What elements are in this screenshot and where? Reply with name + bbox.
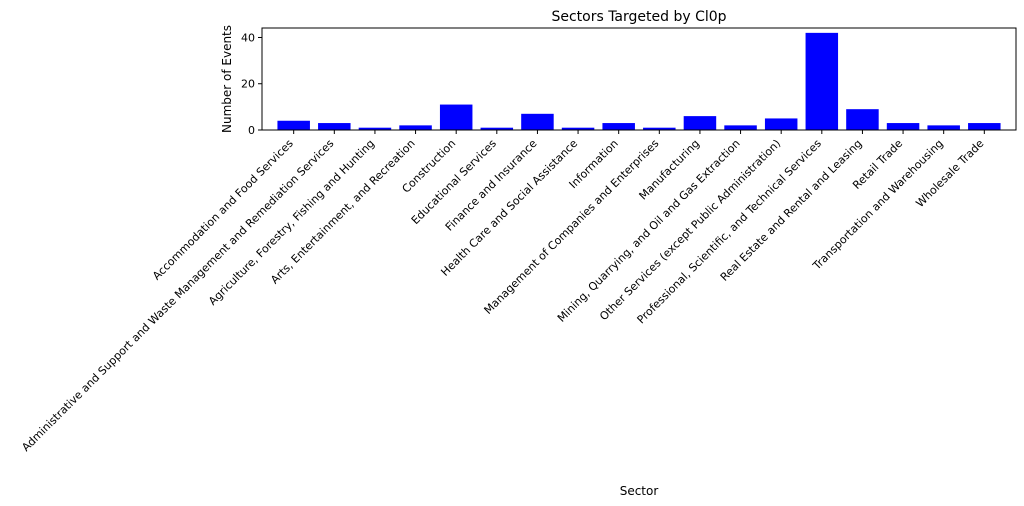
bar bbox=[561, 127, 595, 130]
chart-title: Sectors Targeted by Cl0p bbox=[551, 9, 726, 25]
bar bbox=[764, 118, 798, 130]
x-tick-label: Accommodation and Food Services bbox=[150, 137, 296, 283]
x-axis: Accommodation and Food ServicesAdministr… bbox=[19, 130, 987, 454]
bar bbox=[927, 125, 960, 130]
bar bbox=[886, 123, 920, 130]
bar bbox=[643, 127, 676, 130]
bar bbox=[480, 127, 514, 130]
bar bbox=[683, 116, 717, 130]
bar bbox=[846, 109, 879, 130]
bar bbox=[439, 104, 473, 130]
x-tick-label: Agriculture, Forestry, Fishing and Hunti… bbox=[206, 137, 377, 308]
x-tick-label: Wholesale Trade bbox=[913, 137, 986, 210]
x-axis-label: Sector bbox=[620, 484, 659, 498]
bar bbox=[399, 125, 432, 130]
bars-layer bbox=[277, 32, 1001, 130]
bar bbox=[805, 32, 839, 130]
y-tick-label: 20 bbox=[241, 78, 255, 91]
plot-frame bbox=[261, 27, 1017, 131]
bar bbox=[602, 123, 635, 130]
bar bbox=[724, 125, 757, 130]
y-axis-label: Number of Events bbox=[220, 25, 234, 133]
x-tick-label: Administrative and Support and Waste Man… bbox=[19, 137, 336, 454]
y-tick-label: 0 bbox=[248, 124, 255, 137]
y-axis: 0 20 40 bbox=[241, 31, 262, 137]
x-tick-label: Real Estate and Rental and Leasing bbox=[718, 137, 865, 284]
x-tick-label: Arts, Entertainment, and Recreation bbox=[268, 137, 418, 287]
bar bbox=[277, 120, 310, 130]
bar bbox=[521, 113, 554, 130]
y-tick-label: 40 bbox=[241, 31, 255, 44]
bar bbox=[318, 123, 351, 130]
x-tick-label: Professional, Scientific, and Technical … bbox=[635, 137, 825, 327]
bar bbox=[358, 127, 392, 130]
bar bbox=[968, 123, 1001, 130]
